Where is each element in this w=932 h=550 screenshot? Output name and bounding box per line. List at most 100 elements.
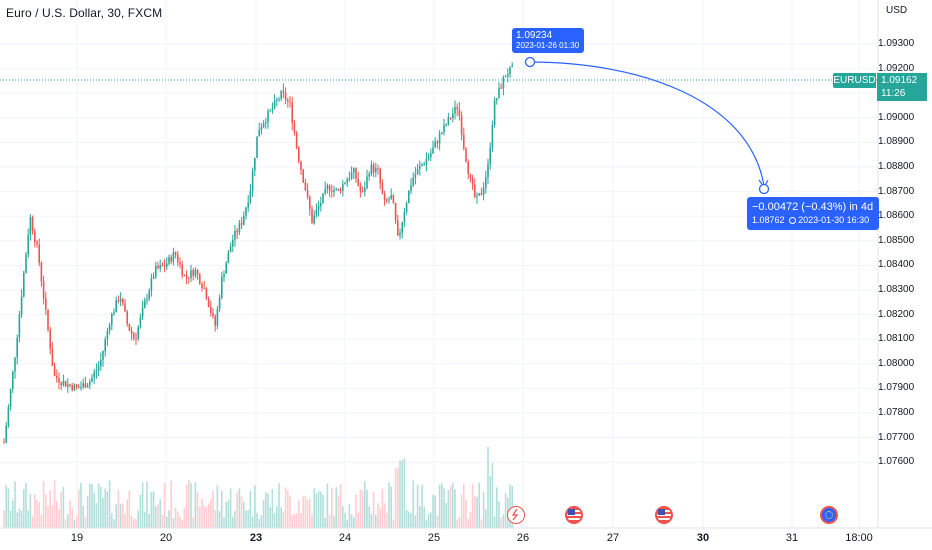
candle-body: [509, 67, 511, 75]
candle-body: [364, 188, 366, 192]
candle-body: [31, 217, 34, 232]
volume-bar: [56, 501, 58, 528]
volume-bar: [5, 484, 7, 528]
candle-body: [183, 275, 186, 277]
volume-bar: [291, 515, 293, 528]
volume-bar: [168, 510, 170, 528]
candle-body: [410, 185, 412, 192]
volume-bar: [460, 494, 463, 528]
volume-bar: [443, 488, 445, 528]
candle-body: [205, 288, 208, 299]
candle-body: [471, 177, 474, 185]
projection-start-time: 2023-01-26 01:30: [516, 41, 580, 50]
candle-body: [267, 110, 269, 123]
volume-bar: [282, 511, 285, 528]
candle-body: [163, 265, 166, 267]
candle-body: [328, 185, 331, 191]
candle-body: [188, 277, 190, 279]
projection-end-handle[interactable]: [758, 183, 770, 195]
candle-body: [157, 265, 159, 269]
volume-bar: [267, 493, 269, 528]
volume-bar: [372, 491, 375, 528]
volume-bar: [394, 468, 397, 528]
volume-bar: [218, 511, 221, 528]
volume-bar: [236, 492, 238, 528]
candle-body: [71, 385, 73, 390]
candlestick-series: [3, 62, 513, 444]
candle-body: [194, 269, 197, 276]
candle-body: [64, 381, 67, 387]
last-price-value: 1.09162: [881, 75, 918, 86]
candle-body: [346, 179, 348, 183]
candle-body: [293, 122, 296, 133]
candle-body: [377, 168, 379, 170]
candle-body: [23, 272, 25, 297]
volume-bar: [62, 486, 65, 528]
volume-bar: [139, 494, 142, 528]
candle-body: [139, 317, 142, 328]
candle-body: [392, 195, 395, 203]
candle-body: [489, 147, 491, 165]
volume-bar: [91, 484, 93, 528]
volume-bar: [3, 510, 5, 528]
candle-body: [342, 183, 344, 191]
volume-bar: [388, 482, 390, 528]
candle-body: [247, 202, 249, 208]
volume-bar: [254, 485, 256, 528]
lightning-icon[interactable]: [507, 506, 525, 524]
volume-bar: [201, 498, 203, 528]
candle-body: [51, 349, 54, 366]
volume-bar: [188, 480, 190, 528]
volume-bar: [476, 496, 478, 528]
volume-bar: [214, 509, 216, 528]
volume-bar: [306, 499, 309, 528]
price-tick-label: 1.07700: [878, 431, 915, 443]
candle-body: [91, 377, 93, 382]
volume-bar: [364, 481, 366, 528]
candle-body: [234, 230, 236, 240]
volume-bar: [192, 517, 194, 528]
candle-body: [106, 331, 109, 340]
volume-bar: [454, 489, 456, 528]
projection-start-handle[interactable]: [524, 56, 536, 68]
candle-body: [42, 281, 45, 299]
volume-bar: [342, 505, 344, 528]
eu-flag-icon[interactable]: [820, 506, 838, 524]
volume-bar: [474, 496, 476, 528]
candle-body: [388, 199, 390, 201]
projection-end-label[interactable]: −0.00472 (−0.43%) in 4d 1.08762 2023-01-…: [747, 197, 879, 230]
candle-body: [498, 87, 500, 99]
volume-bar: [126, 499, 128, 528]
volume-bar: [496, 487, 498, 528]
date-tick-label: 30: [696, 532, 710, 544]
volume-bar: [245, 510, 247, 528]
candle-body: [89, 381, 91, 386]
candle-body: [335, 188, 337, 190]
chart-title[interactable]: Euro / U.S. Dollar, 30, FXCM: [6, 6, 163, 20]
candle-body: [370, 164, 373, 175]
volume-bar: [441, 483, 443, 528]
bar-countdown: 11:26: [881, 88, 906, 99]
candle-body: [245, 207, 247, 216]
candle-body: [214, 316, 216, 326]
projection-start-label[interactable]: 1.09234 2023-01-26 01:30: [512, 28, 584, 53]
volume-bar: [425, 519, 428, 528]
candle-body: [170, 257, 172, 262]
price-tick-label: 1.08200: [878, 308, 915, 320]
candle-body: [507, 74, 509, 77]
volume-bar: [20, 510, 23, 528]
candle-body: [58, 378, 60, 383]
us-flag-icon[interactable]: [655, 506, 673, 524]
candle-body: [361, 191, 364, 193]
chart-grid: [0, 0, 878, 528]
volume-bar: [49, 490, 51, 528]
candle-body: [401, 222, 403, 233]
volume-bar: [205, 506, 208, 528]
volume-bar: [69, 500, 71, 528]
candle-body: [174, 252, 177, 255]
us-flag-icon[interactable]: [565, 506, 583, 524]
volume-bar: [412, 480, 414, 528]
volume-bar: [438, 484, 441, 528]
candle-body: [146, 299, 148, 301]
